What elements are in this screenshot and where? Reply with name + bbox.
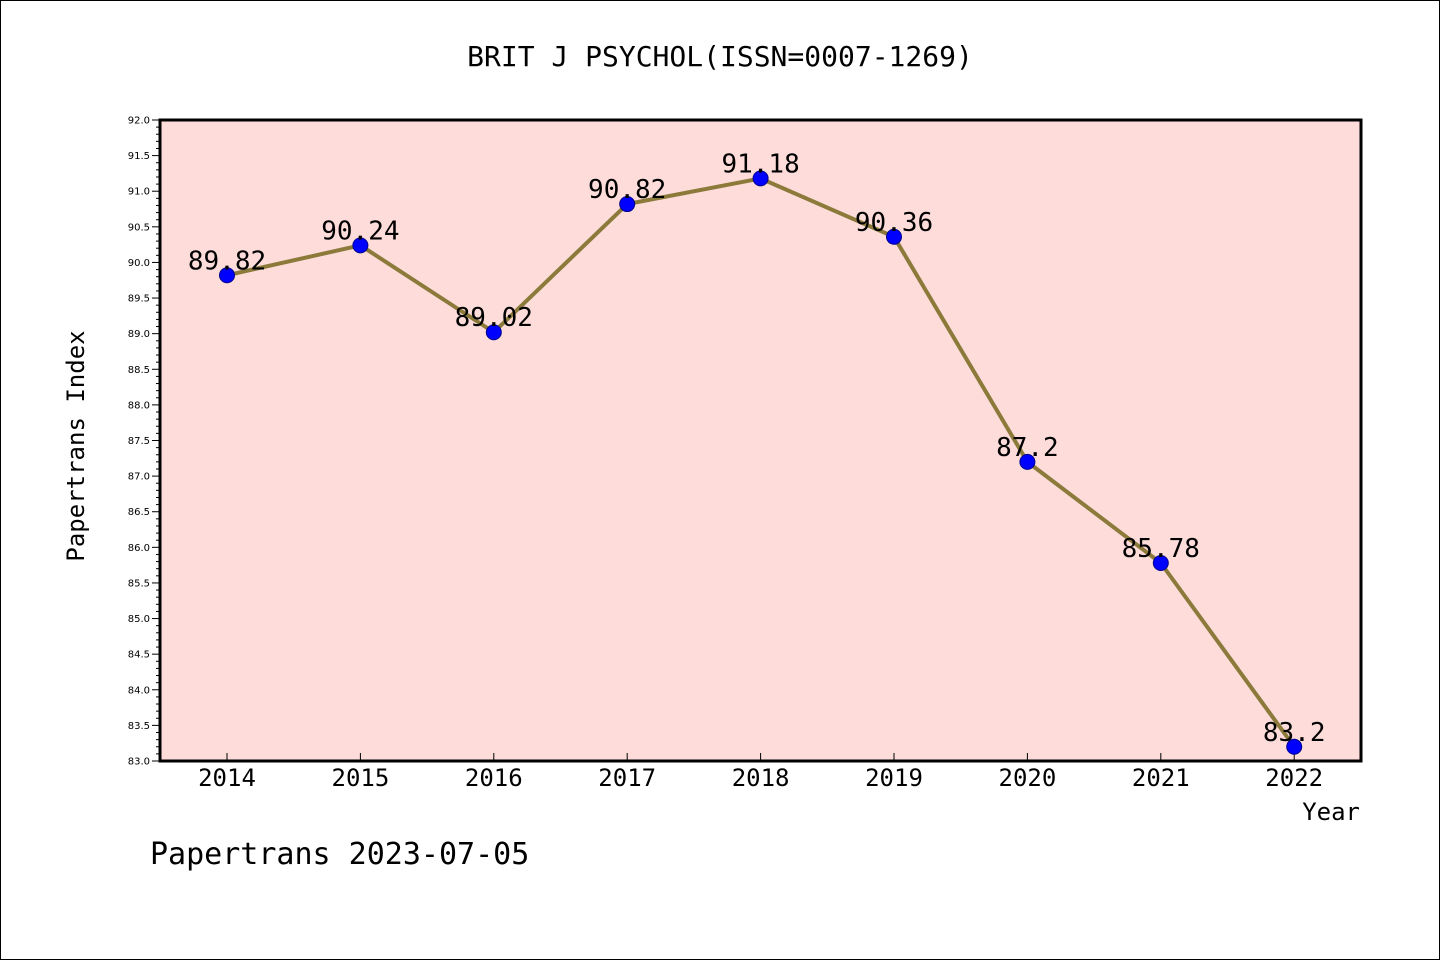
y-tick-label: 86.5 (128, 507, 150, 518)
data-point (1286, 738, 1303, 755)
data-label: 87.2 (996, 433, 1059, 463)
data-label: 83.2 (1263, 718, 1326, 748)
y-tick-label: 91.5 (128, 151, 150, 162)
plot-border (158, 118, 1363, 763)
x-tick-label: 2018 (732, 764, 790, 792)
x-tick-label: 2022 (1265, 764, 1323, 792)
y-tick-label: 84.0 (128, 685, 150, 696)
data-point (352, 237, 369, 254)
y-tick-label: 87.0 (128, 472, 150, 483)
plot-area (160, 120, 1361, 761)
data-point (752, 170, 769, 187)
data-label: 85.78 (1122, 534, 1200, 564)
x-tick-label: 2015 (332, 764, 390, 792)
y-tick-label: 86.0 (128, 543, 150, 554)
data-point (1019, 453, 1036, 470)
y-tick-label: 84.5 (128, 650, 150, 661)
y-tick-label: 90.5 (128, 222, 150, 233)
y-tick-label: 91.0 (128, 187, 150, 198)
x-axis-label: Year (1302, 798, 1360, 826)
data-point (619, 196, 636, 213)
y-tick-label: 88.5 (128, 365, 150, 376)
x-tick-label: 2016 (465, 764, 523, 792)
x-tick-label: 2019 (865, 764, 923, 792)
data-point (886, 228, 902, 245)
y-tick-label: 83.0 (128, 757, 150, 768)
y-axis-label: Papertrans Index (62, 330, 90, 561)
data-label: 89.02 (455, 303, 533, 333)
y-tick-label: 88.0 (128, 400, 150, 411)
y-tick-label: 85.5 (128, 578, 150, 589)
y-tick-label: 90.0 (128, 258, 150, 269)
x-axis-ticks: 2014 2015 2016 2017 2018 2019 2020 2021 2022 (198, 753, 1323, 792)
x-tick-label: 2014 (198, 764, 256, 792)
y-axis-ticks: 83.0 83.5 84.0 84.5 85.0 85.5 86.0 86.5 87.0 87.5… (128, 116, 160, 768)
data-label: 89.82 (188, 246, 266, 276)
footer-text: Papertrans 2023-07-05 (150, 837, 529, 872)
data-label: 91.18 (721, 149, 799, 179)
data-point (485, 324, 502, 341)
y-tick-label: 85.0 (128, 614, 150, 625)
x-tick-label: 2017 (598, 764, 656, 792)
series-layer: 89.82 90.24 89.02 90.82 91.18 90.36 87.2 85.78 8… (188, 149, 1326, 755)
x-tick-label: 2021 (1132, 764, 1190, 792)
chart-title: BRIT J PSYCHOL(ISSN=0007-1269) (467, 40, 973, 73)
x-tick-label: 2020 (999, 764, 1057, 792)
y-tick-label: 89.5 (128, 294, 150, 305)
y-tick-label: 89.0 (128, 329, 150, 340)
data-point (1152, 555, 1169, 572)
data-label: 90.24 (321, 216, 399, 246)
y-tick-label: 92.0 (128, 116, 150, 127)
data-point (219, 267, 235, 284)
y-tick-label: 87.5 (128, 436, 150, 447)
data-label: 90.36 (855, 208, 933, 238)
y-tick-label: 83.5 (128, 721, 150, 732)
data-label: 90.82 (588, 175, 666, 205)
